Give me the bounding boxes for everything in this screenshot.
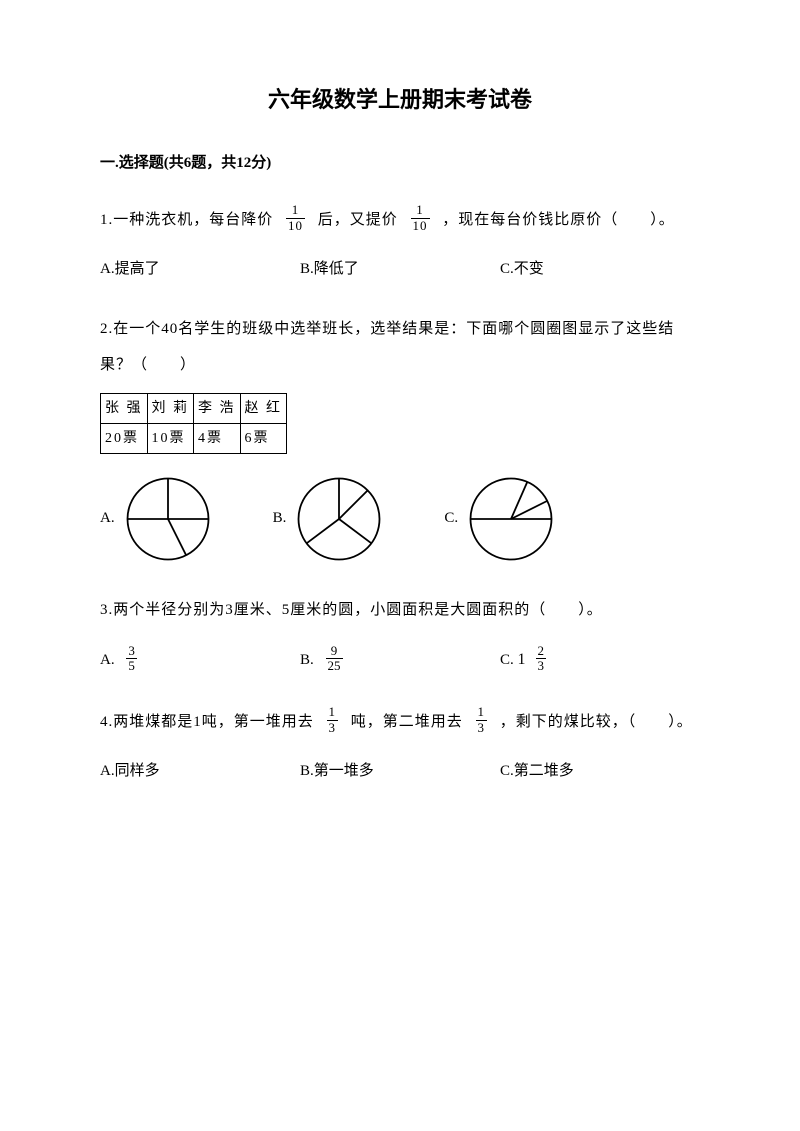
fraction-1-10: 1 10 — [286, 203, 305, 233]
frac-den: 25 — [326, 659, 343, 673]
question-1: 1.一种洗衣机，每台降价 1 10 后，又提价 1 10 ，现在每台价钱比原价（… — [100, 202, 700, 283]
fraction-1-3: 1 3 — [327, 705, 339, 735]
q2-option-a: A. — [100, 474, 213, 564]
frac-den: 3 — [536, 659, 547, 673]
pie-chart-a-icon — [123, 474, 213, 564]
whole-part: 1 — [518, 646, 526, 675]
q1-option-b: B.降低了 — [300, 256, 500, 283]
frac-den: 10 — [411, 219, 430, 233]
q1-option-a: A.提高了 — [100, 256, 300, 283]
q4-options: A.同样多 B.第一堆多 C.第二堆多 — [100, 758, 700, 785]
table-cell: 4票 — [194, 423, 241, 453]
question-2: 2.在一个40名学生的班级中选举班长，选举结果是：下面哪个圆圈图显示了这些结果？… — [100, 311, 700, 564]
frac-den: 3 — [476, 721, 488, 735]
q2-option-b: B. — [273, 474, 385, 564]
fraction-1-3: 1 3 — [476, 705, 488, 735]
table-row: 张 强 刘 莉 李 浩 赵 红 — [101, 393, 287, 423]
table-cell: 6票 — [240, 423, 287, 453]
table-cell: 张 强 — [101, 393, 148, 423]
table-cell: 赵 红 — [240, 393, 287, 423]
vote-table: 张 强 刘 莉 李 浩 赵 红 20票 10票 4票 6票 — [100, 393, 287, 454]
option-prefix: A. — [100, 652, 115, 668]
mixed-fraction: 1 2 3 — [518, 646, 555, 676]
question-3: 3.两个半径分别为3厘米、5厘米的圆，小圆面积是大圆面积的（ ）。 A. 3 5… — [100, 592, 700, 676]
q2-option-c: C. — [444, 474, 556, 564]
q1-options: A.提高了 B.降低了 C.不变 — [100, 256, 700, 283]
fraction-9-25: 9 25 — [326, 644, 343, 674]
frac-den: 10 — [286, 219, 305, 233]
frac-num: 3 — [126, 644, 137, 659]
q4-text-2: 吨，第二堆用去 — [351, 714, 463, 730]
q3-option-a: A. 3 5 — [100, 646, 300, 676]
pie-chart-c-icon — [466, 474, 556, 564]
q4-text-1: 4.两堆煤都是1吨，第一堆用去 — [100, 714, 314, 730]
section-header: 一.选择题(共6题，共12分) — [100, 150, 700, 177]
option-prefix: C. — [500, 652, 514, 668]
frac-num: 1 — [476, 705, 488, 720]
table-cell: 刘 莉 — [147, 393, 194, 423]
q4-option-b: B.第一堆多 — [300, 758, 500, 785]
fraction-3-5: 3 5 — [126, 644, 137, 674]
pie-chart-b-icon — [294, 474, 384, 564]
frac-den: 3 — [327, 721, 339, 735]
table-cell: 10票 — [147, 423, 194, 453]
q4-text-3: ，剩下的煤比较，（ ）。 — [500, 714, 693, 730]
question-4-text: 4.两堆煤都是1吨，第一堆用去 1 3 吨，第二堆用去 1 3 ，剩下的煤比较，… — [100, 704, 700, 740]
q3-options: A. 3 5 B. 9 25 C. 1 2 3 — [100, 646, 700, 676]
q1-option-c: C.不变 — [500, 256, 700, 283]
q2-pie-options: A. B. C. — [100, 474, 700, 564]
table-cell: 20票 — [101, 423, 148, 453]
q4-option-a: A.同样多 — [100, 758, 300, 785]
fraction-1-10: 1 10 — [411, 203, 430, 233]
frac-num: 1 — [327, 705, 339, 720]
question-1-text: 1.一种洗衣机，每台降价 1 10 后，又提价 1 10 ，现在每台价钱比原价（… — [100, 202, 700, 238]
q3-option-c: C. 1 2 3 — [500, 646, 700, 676]
q1-text-3: ，现在每台价钱比原价（ ）。 — [442, 212, 675, 228]
page-title: 六年级数学上册期末考试卷 — [100, 80, 700, 120]
frac-num: 2 — [536, 644, 547, 659]
option-prefix: B. — [300, 652, 314, 668]
question-4: 4.两堆煤都是1吨，第一堆用去 1 3 吨，第二堆用去 1 3 ，剩下的煤比较，… — [100, 704, 700, 785]
frac-num: 9 — [326, 644, 343, 659]
q1-text-2: 后，又提价 — [318, 212, 398, 228]
q3-option-b: B. 9 25 — [300, 646, 500, 676]
q4-option-c: C.第二堆多 — [500, 758, 700, 785]
frac-num: 1 — [411, 203, 430, 218]
frac-num: 1 — [286, 203, 305, 218]
question-2-text: 2.在一个40名学生的班级中选举班长，选举结果是：下面哪个圆圈图显示了这些结果？… — [100, 311, 700, 383]
fraction-2-3: 2 3 — [536, 644, 547, 674]
table-cell: 李 浩 — [194, 393, 241, 423]
q1-text-1: 1.一种洗衣机，每台降价 — [100, 212, 273, 228]
option-label: A. — [100, 505, 115, 532]
option-label: B. — [273, 505, 287, 532]
frac-den: 5 — [126, 659, 137, 673]
table-row: 20票 10票 4票 6票 — [101, 423, 287, 453]
question-3-text: 3.两个半径分别为3厘米、5厘米的圆，小圆面积是大圆面积的（ ）。 — [100, 592, 700, 628]
option-label: C. — [444, 505, 458, 532]
